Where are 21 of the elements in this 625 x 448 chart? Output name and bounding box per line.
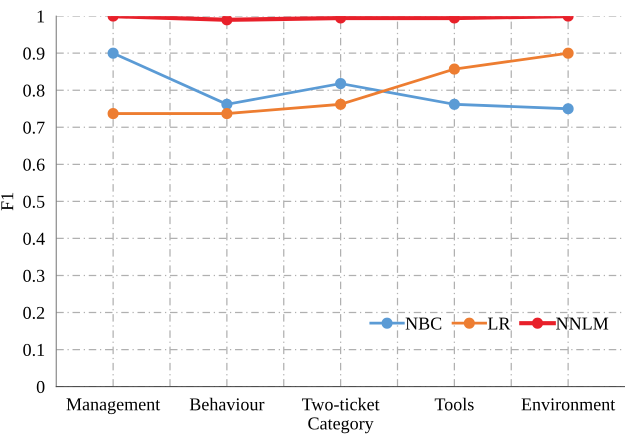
x-tick-label: Tools [434,398,474,410]
x-axis-title: Category [308,417,374,434]
y-tick-label: 0.2 [23,306,44,320]
y-tick-label: 0.1 [23,344,44,356]
y-tick-label: 0 [36,380,44,394]
y-tick-label: 0.8 [23,84,44,97]
legend-label: NBC [406,318,442,330]
y-tick-label: 0.7 [23,122,45,134]
y-tick-label: 0.4 [23,232,45,245]
legend-label: LR [488,318,510,330]
y-tick-label: 0.5 [23,196,44,208]
y-tick-label: 1 [38,10,44,22]
y-axis-title: F1 [1,192,14,210]
y-tick-label: 0.9 [23,47,44,60]
x-tick-label: Two-ticket [302,398,380,410]
y-tick-label: 0.3 [23,270,44,282]
x-tick-label: Behaviour [190,398,264,410]
x-tick-label: Management [66,398,160,414]
y-tick-label: 0.6 [23,158,45,171]
x-tick-label: Environment [522,398,616,410]
legend-label: NNLM [556,318,608,330]
